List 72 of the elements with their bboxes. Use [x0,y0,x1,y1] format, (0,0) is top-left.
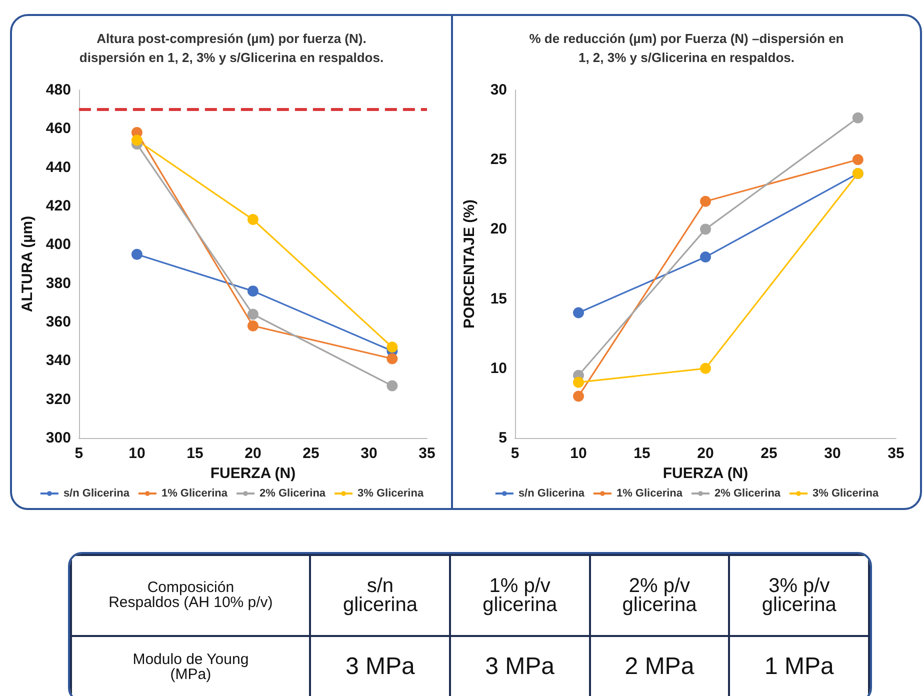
y-tick-label: 15 [490,290,507,308]
x-tick-label: 35 [418,445,436,462]
text: Modulo de Young (MPa) [71,636,310,696]
y-tick-label: 400 [46,236,71,254]
text: 2 MPa [590,636,730,696]
y-tick-label: 10 [490,360,507,377]
chart-title: % de reducción (µm) por Fuerza (N) –dispersión en 1, 2, 3% y s/Glicerina en respaldos. [529,31,844,65]
x-tick-label: 25 [302,445,320,462]
x-tick-label: 15 [634,445,650,462]
y-tick-label: 420 [46,198,71,214]
text: 3% p/v glicerina [729,555,869,636]
point [247,308,258,320]
point [573,307,584,318]
y-tick-label: 340 [46,352,71,370]
legend-label: 2% Glicerina [259,488,326,500]
y-tick-label: 20 [490,220,507,238]
x-tick-label: 5 [74,445,84,462]
y-axis-title: ALTURA (µm) [19,216,36,312]
y-tick-label: 360 [46,314,71,330]
text: 1% p/v glicerina [450,555,590,636]
text: 3 MPa [450,636,590,696]
point [131,134,142,146]
text: 2% p/v glicerina [590,555,730,636]
x-tick-label: 25 [760,445,778,462]
point [247,214,258,226]
y-tick-label: 440 [46,158,71,176]
legend-label: s/n Glicerina [518,488,586,500]
point [700,196,711,207]
x-tick-label: 30 [360,445,378,462]
y-tick-label: 25 [490,151,507,168]
point [247,320,258,332]
legend-label: 3% Glicerina [812,488,880,500]
y-tick-label: 30 [490,82,507,98]
chart-title: Altura post-compresión (µm) por fuerza (N). dispersión en 1, 2, 3% y s/Glicerina en respaldos. [79,31,384,65]
x-tick-label: 10 [570,445,587,462]
point [852,112,864,124]
point [573,390,584,402]
y-tick-label: 320 [46,390,71,408]
point [852,154,864,166]
x-tick-label: 10 [128,445,146,462]
legend-label: 1% Glicerina [616,488,684,500]
x-tick-label: 20 [697,445,714,462]
legend-label: s/n Glicerina [63,488,130,500]
point [386,380,398,392]
x-tick-label: 35 [888,445,904,462]
point [700,252,711,263]
y-tick-label: 480 [46,82,71,98]
point [700,224,711,235]
y-axis-title: PORCENTAJE (%) [461,200,478,328]
y-tick-label: 460 [46,120,71,138]
text: s/n glicerina [310,555,450,636]
point [386,353,398,364]
point [700,362,711,374]
x-tick-label: 15 [186,445,204,462]
point [247,286,258,297]
x-tick-label: 30 [824,445,841,462]
legend-label: 2% Glicerina [714,488,782,500]
text: 1 MPa [729,636,869,696]
text: 3 MPa [310,636,450,696]
y-tick-label: 300 [46,430,71,446]
y-tick-label: 5 [498,430,507,446]
point [386,342,398,353]
legend-label: 1% Glicerina [161,488,228,500]
x-tick-label: 5 [510,445,520,462]
point [131,248,142,260]
x-axis-title: FUERZA (N) [210,464,296,482]
y-tick-label: 380 [46,274,71,292]
point [573,376,584,388]
text: Composición Respaldos (AH 10% p/v) [71,555,310,636]
x-tick-label: 20 [244,445,262,462]
legend-label: 3% Glicerina [358,488,424,500]
x-axis-title: FUERZA (N) [662,464,748,482]
